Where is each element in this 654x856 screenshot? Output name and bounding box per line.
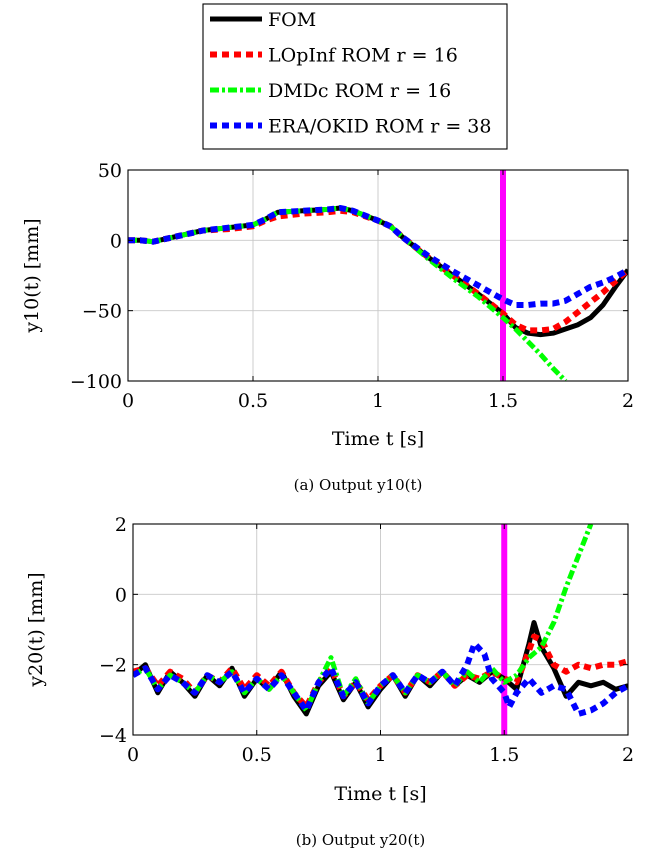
caption: (b) Output y20(t) — [296, 831, 425, 849]
y-tick-label: −50 — [82, 301, 122, 323]
legend-entry-dmdc-rom-r-16: DMDc ROM r = 16 — [210, 80, 451, 102]
x-tick-label: 1 — [372, 390, 384, 412]
y-tick-label: 2 — [115, 514, 127, 536]
legend-entry-era-okid-rom-r-38: ERA/OKID ROM r = 38 — [210, 116, 491, 138]
y-axis-label: y10(t) [mm] — [21, 218, 43, 333]
x-tick-label: 0 — [127, 744, 139, 766]
legend-entry-fom: FOM — [210, 9, 316, 31]
x-tick-label: 1.5 — [488, 390, 518, 412]
legend-box — [202, 3, 508, 150]
y-tick-label: −2 — [99, 655, 127, 677]
series-era-okid-rom-r-38 — [133, 640, 628, 717]
legend-label: LOpInf ROM r = 16 — [268, 45, 458, 67]
legend-entry-lopinf-rom-r-16: LOpInf ROM r = 16 — [210, 45, 458, 67]
y-tick-label: −100 — [70, 371, 122, 393]
x-tick-label: 0.5 — [238, 390, 268, 412]
legend-label: ERA/OKID ROM r = 38 — [268, 116, 491, 138]
x-tick-label: 1.5 — [489, 744, 519, 766]
x-tick-label: 2 — [622, 390, 634, 412]
y-tick-label: −4 — [99, 725, 127, 747]
chart-y20: 0 0.5 1 1.5 2 −4 −2 0 2 Time t [s] y20(t) [mm] (… — [25, 514, 634, 849]
y-axis-label: y20(t) [mm] — [25, 572, 47, 687]
y-tick-label: 0 — [115, 584, 127, 606]
x-tick-label: 0.5 — [242, 744, 272, 766]
chart-y10: 0 0.5 1 1.5 2 −100 −50 0 50 Time t [s] y10(t) [m… — [21, 160, 634, 494]
series-era-okid-rom-r-38 — [128, 205, 628, 308]
y-tick-label: 0 — [110, 230, 122, 252]
legend-label: DMDc ROM r = 16 — [268, 80, 451, 102]
legend: FOM LOpInf ROM r = 16 DMDc ROM r = 16 ERA/O… — [202, 3, 508, 150]
x-axis-label: Time t [s] — [334, 783, 426, 805]
legend-label: FOM — [268, 9, 316, 31]
y-tick-label: 50 — [98, 160, 122, 182]
x-tick-label: 0 — [122, 390, 134, 412]
x-axis-label: Time t [s] — [332, 428, 424, 450]
caption: (a) Output y10(t) — [294, 476, 423, 494]
x-tick-label: 1 — [374, 744, 386, 766]
x-tick-label: 2 — [622, 744, 634, 766]
